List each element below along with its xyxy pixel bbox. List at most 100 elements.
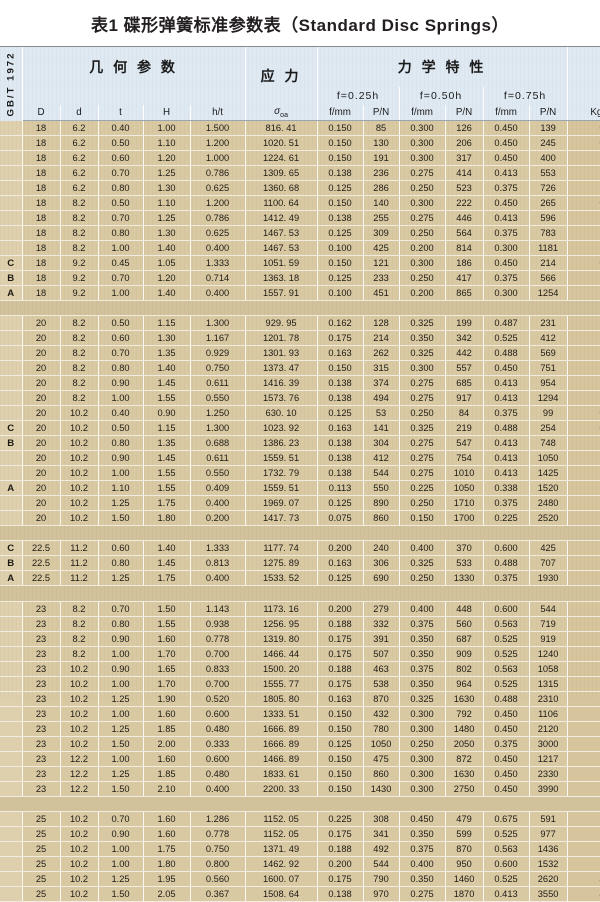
table-row[interactable]: 20 8.2 0.70 1.35 0.929 1301. 93 0.163 262 0.325 4… [0,345,600,362]
cell-D: 20 [22,495,61,512]
cell-kg: 1.03 [567,315,600,332]
table-row[interactable]: 23 10.2 1.50 2.00 0.333 1666. 89 0.125 1050 0.25… [0,736,600,752]
table-row[interactable]: 20 10.2 0.40 0.90 1.250 630. 10 0.125 53 0.250 84… [0,405,600,422]
table-row[interactable]: 23 8.2 0.70 1.50 1.143 1173. 16 0.200 279 0.400 4… [0,601,600,617]
table-row[interactable]: 25 10.2 1.25 1.95 0.560 1600. 07 0.175 790 0.350… [0,871,600,887]
cell-D: 23 [22,766,61,782]
cell-p1: 262 [363,345,400,362]
table-row[interactable]: 23 10.2 1.00 1.70 0.700 1555. 77 0.175 538 0.350… [0,676,600,692]
table-row[interactable]: C 22.5 11.2 0.60 1.40 1.333 1177. 74 0.200 240 0.… [0,540,600,557]
cell-p1: 475 [363,751,400,767]
table-row[interactable]: 20 10.2 1.00 1.55 0.550 1732. 79 0.138 544 0.275… [0,465,600,482]
cell-sigma: 1301. 93 [245,345,318,362]
table-row[interactable]: A 18 9.2 1.00 1.40 0.400 1557. 91 0.100 451 0.200… [0,285,600,302]
cell-class [0,225,23,242]
cell-d: 11.2 [60,555,99,572]
cell-f2: 0.300 [399,255,446,272]
cell-ht: 0.367 [190,886,246,902]
cell-d: 9.2 [60,285,99,302]
table-row[interactable]: 23 12.2 1.25 1.85 0.480 1833. 61 0.150 860 0.300… [0,766,600,782]
column-header-D: D [22,105,61,121]
cell-p2: 917 [445,390,484,407]
table-row[interactable]: B 22.5 11.2 0.80 1.45 0.813 1275. 89 0.163 306 0.… [0,555,600,572]
cell-p3: 2310 [529,691,568,707]
table-row[interactable]: 23 10.2 0.90 1.65 0.833 1500. 20 0.188 463 0.375… [0,661,600,677]
table-row[interactable]: 18 8.2 1.00 1.40 0.400 1467. 53 0.100 425 0.200 8… [0,240,600,257]
cell-p3: 2520 [529,510,568,527]
cell-d: 10.2 [60,676,99,692]
cell-class [0,450,23,467]
cell-f3: 0.338 [483,480,530,497]
table-row[interactable]: C 18 9.2 0.45 1.05 1.333 1051. 59 0.150 121 0.300… [0,255,600,272]
table-row[interactable]: 20 8.2 1.00 1.55 0.550 1573. 76 0.138 494 0.275 9… [0,390,600,407]
table-row[interactable]: B 20 10.2 0.80 1.35 0.688 1386. 23 0.138 304 0.27… [0,435,600,452]
header-sub-row: f=0.25h f=0.50h f=0.75h [0,87,600,105]
cell-ht: 0.400 [190,240,246,257]
cell-H: 1.30 [143,225,191,242]
disc-spring-spec-table: GB/T 1972 几 何 参 数 应 力 力 学 特 性 重 量 f=0.25… [0,47,600,902]
cell-H: 1.45 [143,375,191,392]
cell-class [0,706,23,722]
table-row[interactable]: 23 10.2 1.25 1.85 0.480 1666. 89 0.150 780 0.300… [0,721,600,737]
cell-ht: 0.409 [190,480,246,497]
cell-D: 23 [22,781,61,797]
table-row[interactable]: 23 12.2 1.50 2.10 0.400 2200. 33 0.150 1430 0.30… [0,781,600,797]
table-row[interactable]: 18 6.2 0.40 1.00 1.500 816. 41 0.150 85 0.300 126… [0,120,600,137]
cell-t: 0.40 [98,405,144,422]
table-row[interactable]: 23 8.2 0.90 1.60 0.778 1319. 80 0.175 391 0.350 6… [0,631,600,647]
cell-ht: 0.813 [190,555,246,572]
cell-class: A [0,570,23,587]
cell-t: 0.70 [98,811,144,827]
cell-p3: 1315 [529,676,568,692]
table-row[interactable]: 18 6.2 0.60 1.20 1.000 1224. 61 0.150 191 0.300 3… [0,150,600,167]
cell-class: A [0,480,23,497]
table-row[interactable]: 18 6.2 0.80 1.30 0.625 1360. 68 0.125 286 0.250 5… [0,180,600,197]
cell-f3: 0.525 [483,646,530,662]
table-row[interactable]: 20 8.2 0.60 1.30 1.167 1201. 78 0.175 214 0.350 3… [0,330,600,347]
cell-f3: 0.225 [483,510,530,527]
table-row[interactable]: 25 10.2 1.00 1.80 0.800 1462. 92 0.200 544 0.400… [0,856,600,872]
cell-p1: 308 [363,811,400,827]
cell-f3: 0.450 [483,751,530,767]
table-row[interactable]: 20 8.2 0.90 1.45 0.611 1416. 39 0.138 374 0.275 6… [0,375,600,392]
cell-f2: 0.375 [399,661,446,677]
table-row[interactable]: 23 8.2 1.00 1.70 0.700 1466. 44 0.175 507 0.350 9… [0,646,600,662]
cell-f2: 0.325 [399,345,446,362]
table-row[interactable]: 20 10.2 0.90 1.45 0.611 1559. 51 0.138 412 0.275… [0,450,600,467]
table-row[interactable]: 23 12.2 1.00 1.60 0.600 1466. 89 0.150 475 0.300… [0,751,600,767]
table-row[interactable]: 23 8.2 0.80 1.55 0.938 1256. 95 0.188 332 0.375 5… [0,616,600,632]
cell-kg: 0.88 [567,135,600,152]
table-row[interactable]: 18 6.2 0.50 1.10 1.200 1020. 51 0.150 130 0.300 2… [0,135,600,152]
cell-ht: 0.938 [190,616,246,632]
table-row[interactable]: B 18 9.2 0.70 1.20 0.714 1363. 18 0.125 233 0.250… [0,270,600,287]
table-row[interactable]: 23 10.2 1.00 1.60 0.600 1333. 51 0.150 432 0.300… [0,706,600,722]
table-row[interactable]: C 20 10.2 0.50 1.15 1.300 1023. 92 0.163 141 0.32… [0,420,600,437]
table-row[interactable]: 20 8.2 0.50 1.15 1.300 929. 95 0.162 128 0.325 19… [0,315,600,332]
cell-f2: 0.250 [399,180,446,197]
table-row[interactable]: 18 8.2 0.70 1.25 0.786 1412. 49 0.138 255 0.275 4… [0,210,600,227]
table-row[interactable]: 18 6.2 0.70 1.25 0.786 1309. 65 0.138 236 0.275 4… [0,165,600,182]
table-row[interactable]: 25 10.2 1.50 2.05 0.367 1508. 64 0.138 970 0.275… [0,886,600,902]
header-group-row: GB/T 1972 几 何 参 数 应 力 力 学 特 性 重 量 [0,47,600,121]
table-row[interactable]: 20 8.2 0.80 1.40 0.750 1373. 47 0.150 315 0.300 5… [0,360,600,377]
table-row[interactable]: 20 10.2 1.50 1.80 0.200 1417. 73 0.075 860 0.150… [0,510,600,527]
table-row[interactable]: 18 8.2 0.80 1.30 0.625 1467. 53 0.125 309 0.250 5… [0,225,600,242]
cell-f1: 0.163 [317,691,364,707]
table-row[interactable]: 20 10.2 1.25 1.75 0.400 1969. 07 0.125 890 0.250… [0,495,600,512]
table-row[interactable]: 25 10.2 0.70 1.60 1.286 1152. 05 0.225 308 0.450… [0,811,600,827]
table-row[interactable]: A 20 10.2 1.10 1.55 0.409 1559. 51 0.113 550 0.22… [0,480,600,497]
cell-f1: 0.162 [317,315,364,332]
cell-f1: 0.150 [317,781,364,797]
cell-sigma: 1559. 51 [245,450,318,467]
table-row[interactable]: 25 10.2 0.90 1.60 0.778 1152. 05 0.175 341 0.350… [0,826,600,842]
column-header-t: t [98,105,144,121]
cell-p2: 792 [445,706,484,722]
table-row[interactable]: A 22.5 11.2 1.25 1.75 0.400 1533. 52 0.125 690 0.… [0,570,600,587]
table-row[interactable]: 23 10.2 1.25 1.90 0.520 1805. 80 0.163 870 0.325… [0,691,600,707]
cell-D: 18 [22,270,61,287]
table-row[interactable]: 18 8.2 0.50 1.10 1.200 1100. 64 0.150 140 0.300 2… [0,195,600,212]
cell-f3: 0.375 [483,225,530,242]
table-row[interactable]: 25 10.2 1.00 1.75 0.750 1371. 49 0.188 492 0.375… [0,841,600,857]
cell-p2: 317 [445,150,484,167]
cell-f1: 0.150 [317,255,364,272]
